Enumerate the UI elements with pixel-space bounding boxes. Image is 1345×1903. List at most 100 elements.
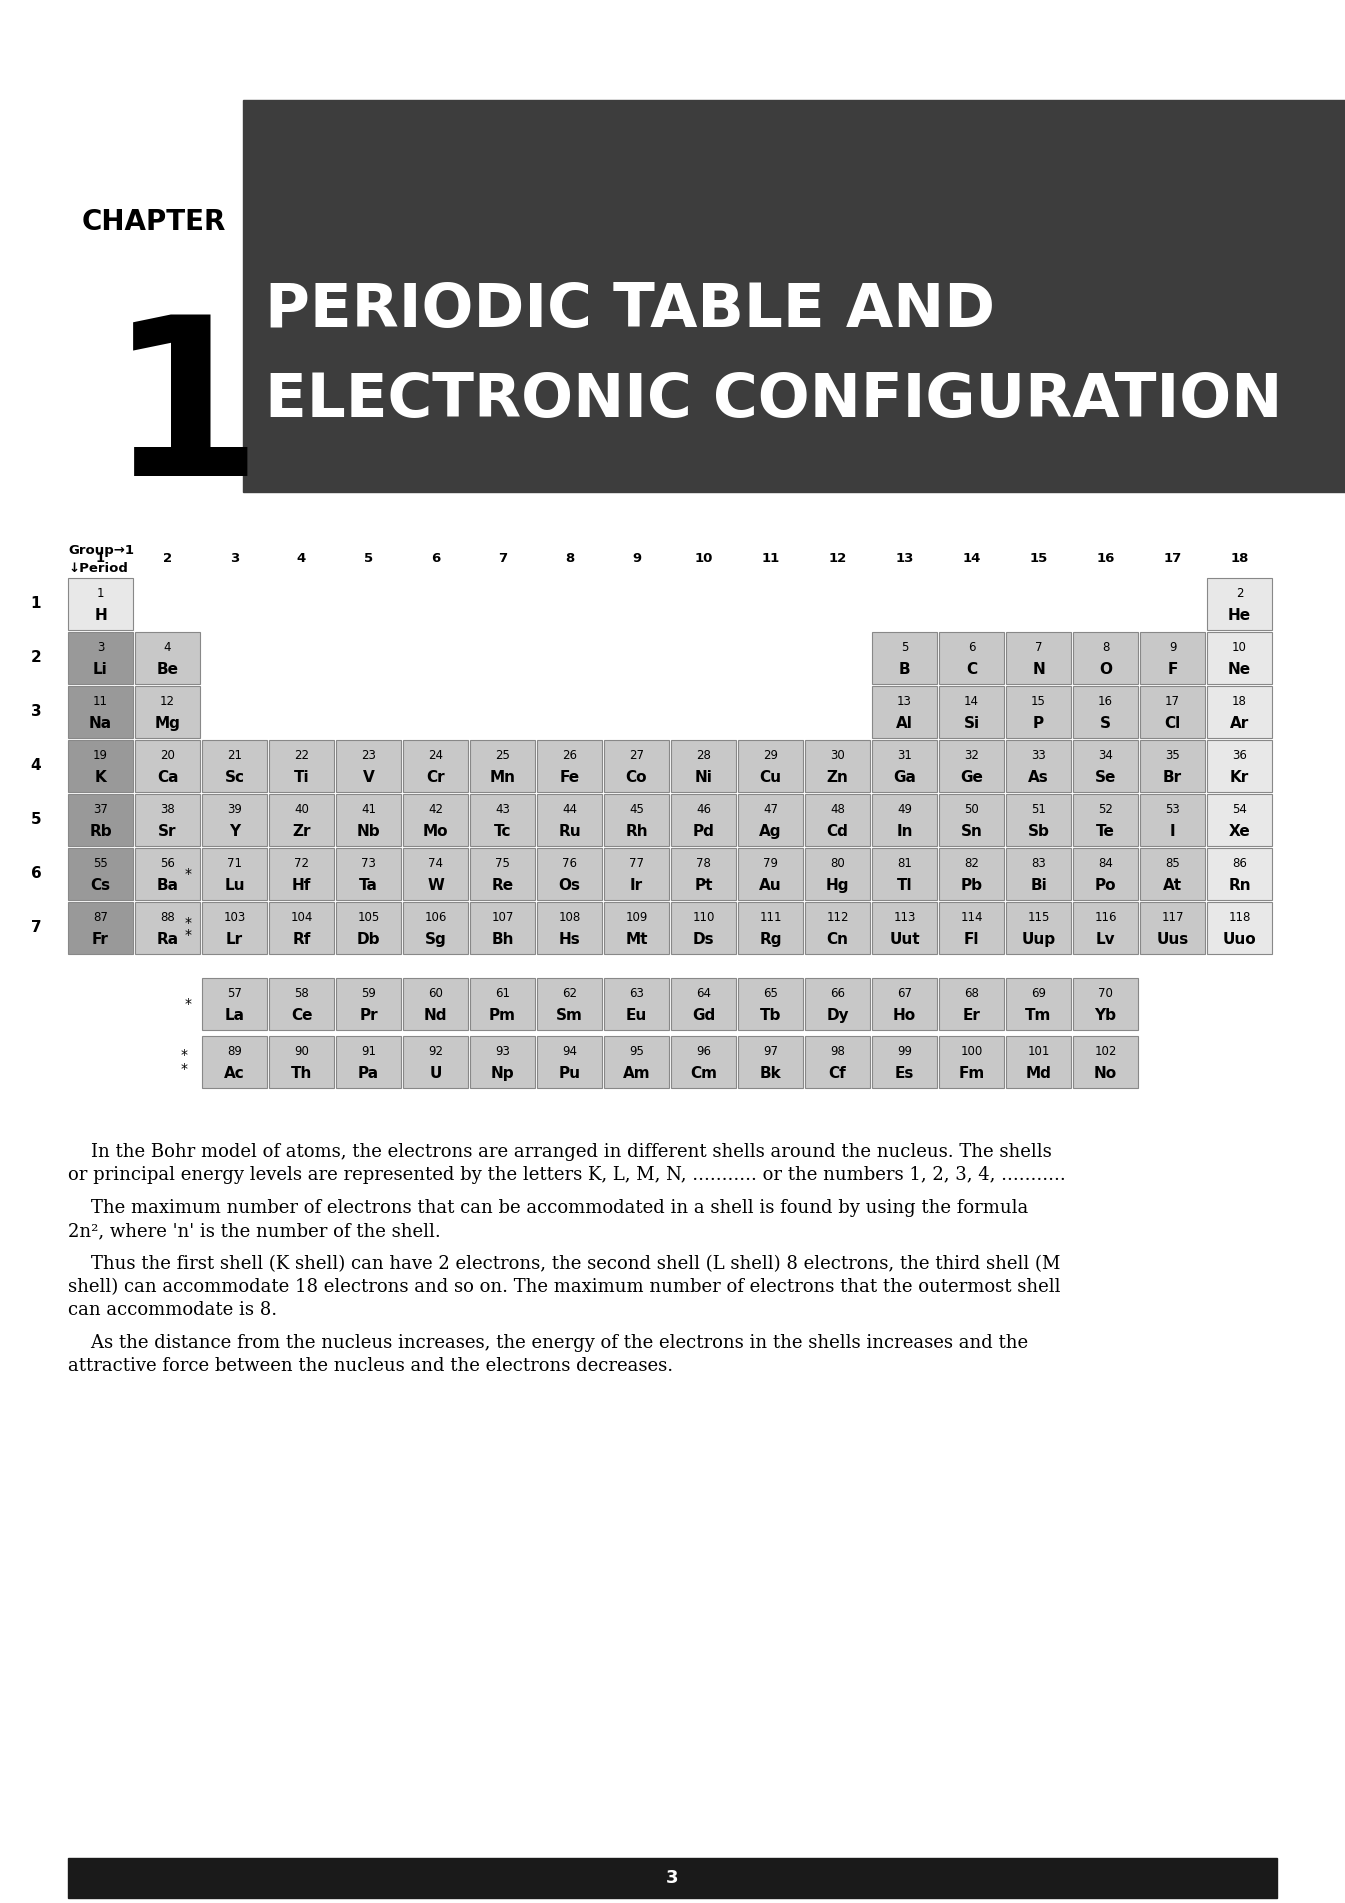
- Bar: [671, 902, 736, 953]
- Text: Ru: Ru: [558, 824, 581, 839]
- Text: Hg: Hg: [826, 877, 849, 893]
- Text: 65: 65: [763, 988, 777, 1001]
- Text: 111: 111: [759, 912, 781, 925]
- Text: 47: 47: [763, 803, 777, 816]
- Bar: [336, 849, 401, 900]
- Bar: [671, 740, 736, 792]
- Text: Rb: Rb: [89, 824, 112, 839]
- Text: Ne: Ne: [1228, 662, 1251, 677]
- Text: Fr: Fr: [91, 932, 109, 948]
- Text: attractive force between the nucleus and the electrons decreases.: attractive force between the nucleus and…: [69, 1357, 672, 1376]
- Bar: [738, 740, 803, 792]
- Text: 24: 24: [428, 750, 443, 761]
- Text: 19: 19: [93, 750, 108, 761]
- Text: Cf: Cf: [829, 1066, 846, 1081]
- Bar: [269, 1035, 334, 1089]
- Text: 1: 1: [31, 596, 42, 611]
- Text: 3: 3: [97, 641, 104, 655]
- Bar: [604, 740, 668, 792]
- Text: Xe: Xe: [1228, 824, 1251, 839]
- Text: The maximum number of electrons that can be accommodated in a shell is found by : The maximum number of electrons that can…: [69, 1199, 1028, 1218]
- Bar: [671, 849, 736, 900]
- Text: 37: 37: [93, 803, 108, 816]
- Text: 52: 52: [1098, 803, 1112, 816]
- Bar: [939, 794, 1003, 847]
- Text: 8: 8: [565, 552, 574, 565]
- Bar: [1141, 902, 1205, 953]
- Text: 1: 1: [97, 588, 105, 599]
- Text: 74: 74: [428, 856, 443, 870]
- Text: Lu: Lu: [225, 877, 245, 893]
- Text: Ga: Ga: [893, 771, 916, 784]
- Bar: [1006, 978, 1071, 1030]
- Text: Ag: Ag: [759, 824, 781, 839]
- Text: Rg: Rg: [759, 932, 781, 948]
- Text: Np: Np: [491, 1066, 514, 1081]
- Bar: [671, 978, 736, 1030]
- Text: 90: 90: [295, 1045, 309, 1058]
- Bar: [269, 978, 334, 1030]
- Text: 84: 84: [1098, 856, 1112, 870]
- Text: 45: 45: [629, 803, 644, 816]
- Text: Cr: Cr: [426, 771, 445, 784]
- Bar: [336, 978, 401, 1030]
- Bar: [604, 902, 668, 953]
- Text: 58: 58: [295, 988, 309, 1001]
- Bar: [134, 740, 200, 792]
- Bar: [469, 978, 535, 1030]
- Text: 62: 62: [562, 988, 577, 1001]
- Text: Cl: Cl: [1165, 716, 1181, 731]
- Text: Pm: Pm: [490, 1009, 516, 1024]
- Text: 57: 57: [227, 988, 242, 1001]
- Text: Bh: Bh: [491, 932, 514, 948]
- Text: 2n², where 'n' is the number of the shell.: 2n², where 'n' is the number of the shel…: [69, 1222, 441, 1241]
- Bar: [1206, 902, 1272, 953]
- Bar: [939, 740, 1003, 792]
- Bar: [1206, 849, 1272, 900]
- Text: 1: 1: [108, 308, 262, 521]
- Text: K: K: [94, 771, 106, 784]
- Bar: [872, 978, 937, 1030]
- Text: *: *: [184, 997, 191, 1010]
- Text: Yb: Yb: [1095, 1009, 1116, 1024]
- Text: Sc: Sc: [225, 771, 245, 784]
- Text: Sg: Sg: [425, 932, 447, 948]
- Text: 72: 72: [295, 856, 309, 870]
- Text: H: H: [94, 607, 106, 622]
- Text: 4: 4: [297, 552, 307, 565]
- Text: Zr: Zr: [292, 824, 311, 839]
- Text: Ta: Ta: [359, 877, 378, 893]
- Bar: [738, 978, 803, 1030]
- Text: 60: 60: [428, 988, 443, 1001]
- Bar: [1073, 632, 1138, 683]
- Text: Uuo: Uuo: [1223, 932, 1256, 948]
- Text: Rn: Rn: [1228, 877, 1251, 893]
- Text: 56: 56: [160, 856, 175, 870]
- Text: Zn: Zn: [827, 771, 849, 784]
- Text: Tm: Tm: [1025, 1009, 1052, 1024]
- Bar: [671, 1035, 736, 1089]
- Bar: [1006, 1035, 1071, 1089]
- Text: Tl: Tl: [897, 877, 912, 893]
- Text: Ti: Ti: [293, 771, 309, 784]
- Text: As the distance from the nucleus increases, the energy of the electrons in the s: As the distance from the nucleus increas…: [69, 1334, 1028, 1351]
- Text: O: O: [1099, 662, 1112, 677]
- Bar: [1006, 794, 1071, 847]
- Bar: [738, 849, 803, 900]
- Text: 71: 71: [227, 856, 242, 870]
- Text: Rf: Rf: [292, 932, 311, 948]
- Text: 70: 70: [1098, 988, 1112, 1001]
- Text: Uup: Uup: [1021, 932, 1056, 948]
- Bar: [1073, 849, 1138, 900]
- Text: Mg: Mg: [155, 716, 180, 731]
- Text: Al: Al: [896, 716, 913, 731]
- Text: Tc: Tc: [494, 824, 511, 839]
- Bar: [404, 902, 468, 953]
- Text: 42: 42: [428, 803, 443, 816]
- Bar: [1141, 632, 1205, 683]
- Text: Sr: Sr: [159, 824, 176, 839]
- Text: 73: 73: [360, 856, 377, 870]
- Bar: [134, 685, 200, 738]
- Text: 41: 41: [360, 803, 377, 816]
- Bar: [1206, 685, 1272, 738]
